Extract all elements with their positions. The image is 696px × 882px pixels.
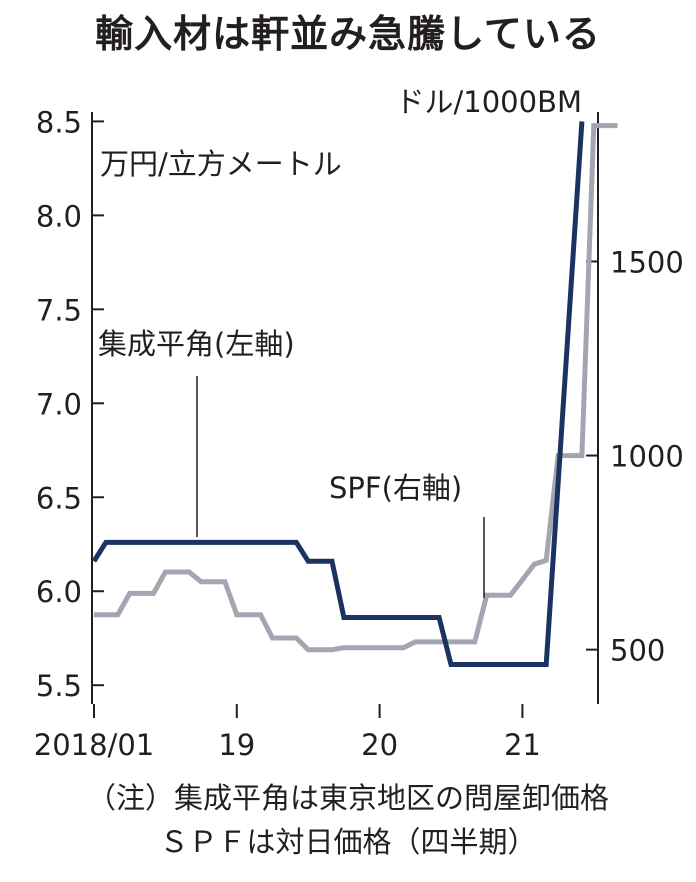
left-tick-label: 7.5 (36, 293, 82, 327)
left-tick-label: 8.0 (36, 199, 82, 233)
x-tick-label: 21 (504, 728, 541, 762)
axes (91, 112, 599, 704)
left-tick-label: 6.5 (36, 481, 82, 515)
left-tick-label: 5.5 (36, 669, 82, 703)
right-tick-label: 1500 (610, 245, 684, 279)
series-layer (91, 121, 618, 667)
right-tick-label: 500 (610, 634, 665, 668)
footnote-line-1: （注）集成平角は東京地区の問屋卸価格 (86, 781, 609, 815)
left-axis-ticks: 5.5 6.0 6.5 7.0 7.5 8.0 8.5 (36, 105, 104, 703)
shuseihiraka-line (91, 121, 585, 667)
left-tick-label: 6.0 (36, 575, 82, 609)
spf-series-label: SPF(右軸) (329, 471, 462, 505)
shuseihiraka-series-label: 集成平角(左軸) (98, 327, 295, 361)
chart-title: 輸入材は軒並み急騰している (95, 12, 601, 56)
right-tick-label: 1000 (610, 440, 684, 474)
spf-line (94, 123, 618, 653)
left-tick-label: 7.0 (36, 387, 82, 421)
x-tick-label: 20 (361, 728, 398, 762)
x-tick-label: 19 (218, 728, 255, 762)
right-axis-unit: ドル/1000BM (396, 85, 583, 119)
x-tick-label: 2018/01 (34, 728, 154, 762)
x-axis-ticks: 2018/01 19 20 21 (34, 704, 541, 762)
left-tick-label: 8.5 (36, 105, 82, 139)
footnote-line-2: ＳＰＦは対日価格（四半期） (159, 825, 537, 859)
right-axis-ticks: 500 1000 1500 (586, 245, 684, 668)
left-axis-unit: 万円/立方メートル (100, 147, 342, 181)
